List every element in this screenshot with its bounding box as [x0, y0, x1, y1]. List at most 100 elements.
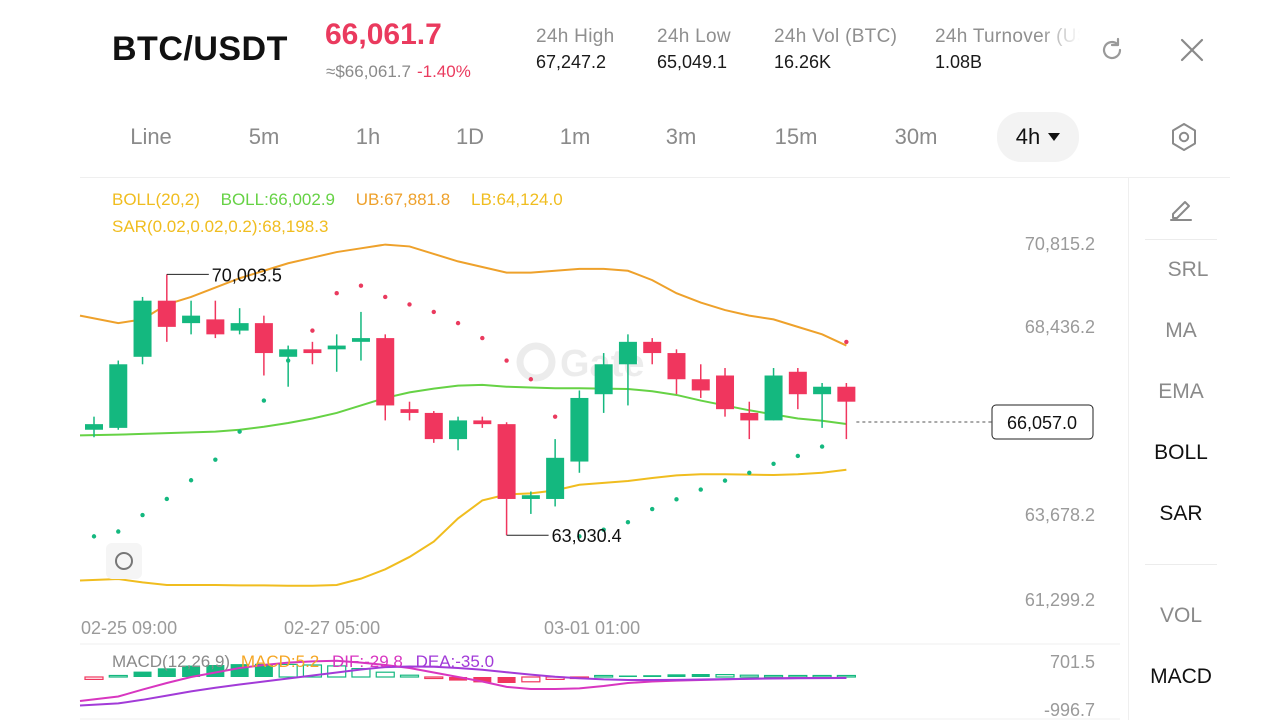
stat-label: 24h Low — [657, 26, 731, 47]
macd-histogram-bar — [618, 675, 637, 677]
tab-30m[interactable]: 30m — [894, 124, 938, 149]
sar-dot — [480, 335, 485, 341]
macd-histogram-bar — [521, 676, 541, 683]
macd-histogram-bar — [302, 664, 323, 678]
macd-histogram-bar — [133, 671, 152, 677]
sar-dot — [237, 429, 242, 434]
candle-body — [230, 323, 249, 331]
tab-5m[interactable]: 5m — [248, 124, 280, 149]
candle-body — [351, 338, 370, 342]
side-item-srl[interactable]: SRL — [1167, 258, 1209, 281]
boll-legend: BOLL(20,2) BOLL:66,002.9 UB:67,881.8 LB:… — [112, 190, 579, 210]
sar-dot — [747, 470, 752, 475]
stat-value: 65,049.1 — [657, 52, 728, 72]
candle-body — [449, 420, 468, 440]
candle-body — [157, 300, 176, 327]
refresh-icon[interactable] — [1092, 30, 1132, 70]
sar-dot — [795, 453, 801, 459]
tab-3m[interactable]: 3m — [665, 124, 697, 149]
sar-dot — [285, 358, 291, 363]
macd-dea-line — [79, 665, 847, 707]
boll-ub-value: UB:67,881.8 — [355, 190, 451, 209]
stats-fade-overlay — [1040, 20, 1090, 60]
change-percent: -1.40% — [416, 62, 471, 81]
candle-body — [376, 338, 395, 406]
side-item-boll[interactable]: BOLL — [1154, 441, 1208, 464]
pair-title: BTC/USDT — [112, 30, 288, 68]
candle-body — [303, 349, 322, 354]
candle-body — [643, 341, 662, 354]
stat-label: 24h High — [536, 26, 615, 47]
stat-label: 24h Vol (BTC) — [774, 26, 898, 47]
boll-lower-band — [79, 468, 847, 587]
sar-dot — [674, 497, 679, 502]
macd-histogram-bar — [399, 674, 420, 678]
min-marker-label: 63,030.4 — [552, 526, 622, 546]
sar-dot — [407, 302, 412, 307]
approx-price: ≈$66,061.7 — [326, 62, 411, 81]
macd-histogram-bar — [497, 677, 516, 683]
settings-hexagon-icon[interactable] — [1164, 117, 1204, 157]
stat-24h-high: 24h High 67,247.2 — [536, 26, 614, 73]
candle-body — [740, 412, 759, 421]
macd-histogram-bar — [84, 676, 104, 681]
sar-dot — [310, 328, 315, 333]
tab-line[interactable]: Line — [130, 124, 172, 149]
macd-histogram-bar — [449, 677, 468, 681]
price-axis-label: 68,436.2 — [1025, 317, 1095, 337]
candles — [85, 274, 856, 536]
candle-body — [546, 457, 565, 499]
tabs-divider — [80, 177, 1230, 178]
macd-histogram-bar — [715, 674, 735, 678]
sar-dot — [625, 519, 631, 525]
sar-dot — [552, 414, 558, 419]
sar-dot — [140, 512, 145, 518]
tab-15m[interactable]: 15m — [774, 124, 818, 149]
sar-dot — [771, 461, 776, 466]
boll-lower-line — [79, 468, 847, 587]
macd-histogram-bar — [788, 674, 808, 678]
close-icon[interactable] — [1172, 30, 1212, 70]
sar-dot — [577, 534, 582, 539]
side-item-ema[interactable]: EMA — [1158, 380, 1204, 403]
macd-value: MACD:5.2 — [240, 652, 320, 671]
macd-histogram-bar — [157, 668, 176, 677]
side-item-ma[interactable]: MA — [1165, 319, 1197, 342]
side-item-macd[interactable]: MACD — [1150, 665, 1212, 688]
tab-1h[interactable]: 1h — [355, 124, 381, 149]
candle-body — [85, 424, 103, 430]
chart-area[interactable]: 70,815.2 68,436.2 63,678.2 61,299.2 02-25 09… — [0, 178, 1128, 720]
sar-dot — [358, 283, 364, 288]
macd-histogram-bar — [375, 671, 395, 678]
candle-body — [109, 364, 128, 428]
side-item-vol[interactable]: VOL — [1159, 604, 1203, 627]
candle-body — [133, 300, 152, 357]
candle-body — [837, 386, 856, 402]
tab-1d[interactable]: 1D — [455, 124, 485, 149]
sar-dot — [164, 496, 170, 502]
candle-body — [813, 386, 832, 395]
boll-name: BOLL(20,2) — [112, 190, 200, 209]
kline-chart-svg[interactable]: 70,815.2 68,436.2 63,678.2 61,299.2 02-25 09… — [0, 178, 1128, 720]
pencil-icon[interactable] — [1129, 194, 1233, 228]
ticker-header: BTC/USDT 66,061.7 ≈$66,061.7 -1.40% 24h H… — [0, 0, 1280, 100]
sar-dots — [91, 283, 849, 539]
candle-body — [497, 424, 516, 499]
price-axis-label: 61,299.2 — [1025, 590, 1095, 610]
tab-4h[interactable]: 4h — [997, 112, 1079, 162]
stat-value: 1.08B — [935, 52, 983, 72]
last-price: 66,061.7 — [325, 18, 442, 51]
chart-marks: 66,057.0 70,003.5 63,030.4 — [106, 265, 1094, 579]
macd-axis-label: -996.7 — [1044, 700, 1095, 720]
sar-dot — [116, 529, 121, 534]
interval-tabs: Line 5m 1h 1D 1m 3m 15m 30m 4h — [0, 112, 1280, 162]
tab-1m[interactable]: 1m — [559, 124, 591, 149]
side-item-sar[interactable]: SAR — [1159, 502, 1203, 525]
time-axis-label: 03-01 01:00 — [544, 618, 640, 638]
macd-histogram-bar — [108, 674, 128, 678]
macd-histogram-bar — [763, 674, 784, 678]
sar-dot — [213, 457, 218, 462]
candle-body — [618, 341, 637, 365]
sar-dot — [601, 527, 606, 532]
macd-axis-label: 701.5 — [1050, 652, 1095, 672]
